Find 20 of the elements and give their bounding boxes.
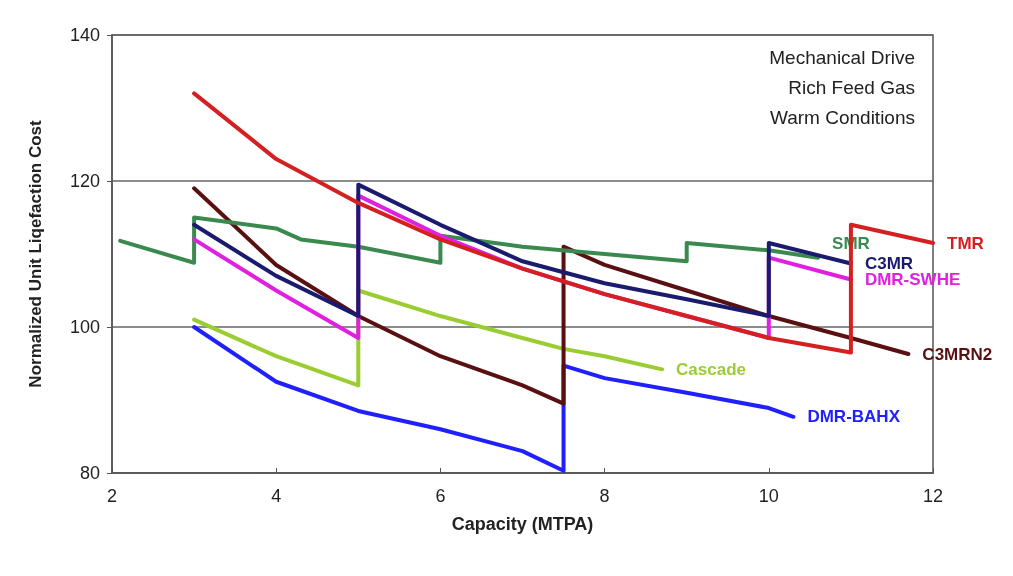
y-tick-label: 100 <box>69 317 100 337</box>
x-axis-title: Capacity (MTPA) <box>451 514 594 534</box>
series-label: TMR <box>947 233 984 253</box>
annotation: Rich Feed Gas <box>788 77 916 98</box>
series-label: Cascade <box>676 359 747 379</box>
x-tick-label: 12 <box>922 486 944 506</box>
series-label: C3MR <box>864 253 914 273</box>
annotation: Warm Conditions <box>770 107 916 128</box>
x-tick-label: 4 <box>271 486 282 506</box>
series-label: DMR-BAHX <box>807 407 901 427</box>
x-tick-label: 2 <box>106 486 118 506</box>
x-tick-label: 6 <box>435 486 446 506</box>
x-tick-label: 8 <box>599 486 610 506</box>
y-tick-label: 80 <box>79 463 100 483</box>
x-tick-label: 10 <box>758 486 779 506</box>
y-tick-label: 140 <box>69 25 100 45</box>
series-label: C3MRN2 <box>922 344 993 364</box>
y-tick-label: 120 <box>69 171 100 191</box>
annotation: Mechanical Drive <box>769 47 916 68</box>
y-axis-title: Normalized Unit Liqefaction Cost <box>26 120 45 388</box>
